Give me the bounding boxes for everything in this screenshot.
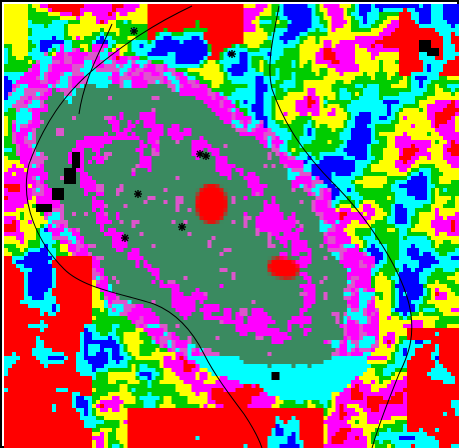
point-marker xyxy=(196,150,204,158)
map-overlay xyxy=(25,5,413,448)
point-marker xyxy=(202,152,210,160)
point-markers xyxy=(121,27,236,242)
point-marker xyxy=(178,223,186,231)
point-marker xyxy=(130,27,138,35)
classified-raster xyxy=(4,4,459,448)
point-marker xyxy=(134,190,142,198)
boundary-line-east xyxy=(269,5,413,448)
point-marker xyxy=(228,50,236,58)
boundary-line-inner xyxy=(78,23,113,115)
point-marker xyxy=(121,234,129,242)
boundary-line-west xyxy=(25,5,263,448)
